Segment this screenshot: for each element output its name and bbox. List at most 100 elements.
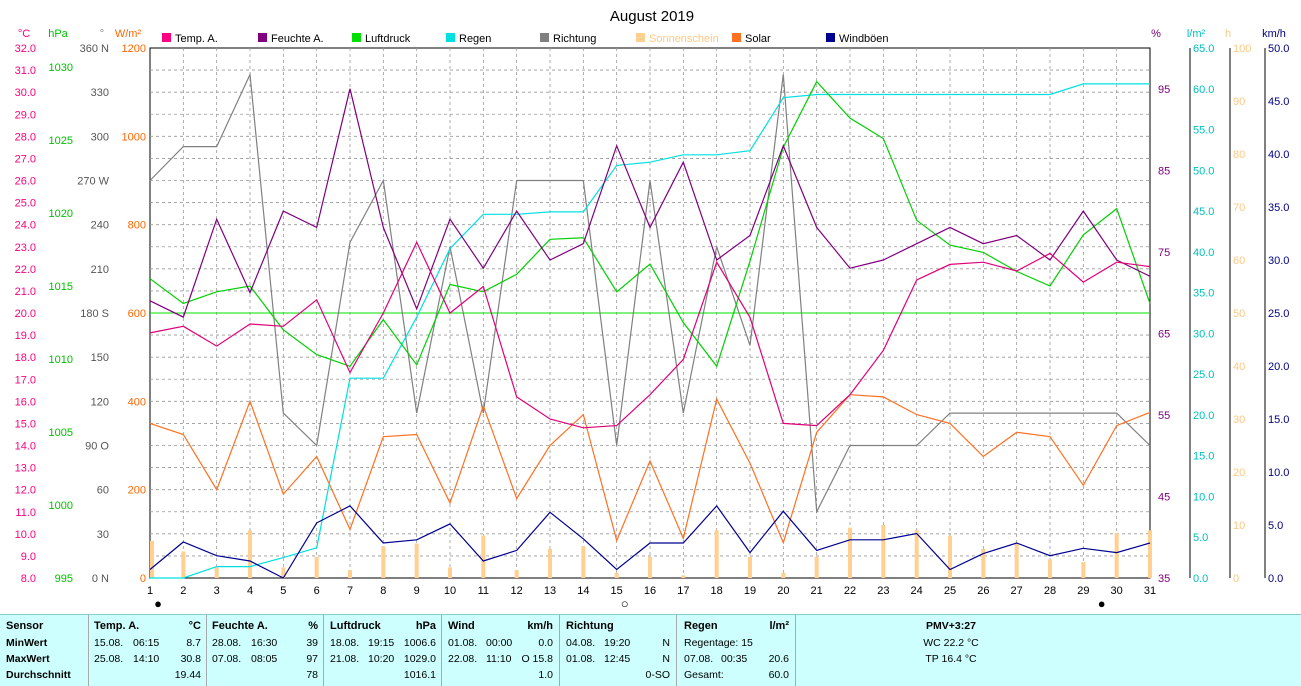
wind-axis-unit: km/h xyxy=(1262,28,1286,40)
sunshine-bar xyxy=(581,546,586,578)
x-tick-label: 1 xyxy=(147,585,153,597)
series-line-regen xyxy=(150,83,1150,579)
humidity-tick-label: 85 xyxy=(1158,165,1170,177)
stats-temp-unit: °C xyxy=(188,620,201,632)
x-tick-label: 11 xyxy=(478,585,489,597)
sunshine-bar xyxy=(214,567,219,578)
x-tick-label: 8 xyxy=(380,585,386,597)
legend-label: Temp. A. xyxy=(175,33,218,45)
sunshine-tick-label: 60 xyxy=(1233,255,1245,267)
direction-tick-label: 330 xyxy=(91,87,109,99)
x-tick-label: 9 xyxy=(414,585,420,597)
sunshine-axis-unit: h xyxy=(1225,28,1231,40)
solar-tick-label: 800 xyxy=(128,220,146,232)
stats-cell: N xyxy=(662,653,670,665)
direction-tick-label: 150 xyxy=(91,352,109,364)
stats-cell: 07.08. xyxy=(212,653,242,665)
sunshine-bar xyxy=(881,525,886,578)
series-line-solar xyxy=(149,394,1151,545)
sunshine-bar xyxy=(381,546,386,578)
stats-pressure-column: Luftdruck hPa 18.08. 19:15 1006.6 21.08.… xyxy=(323,615,441,686)
wind-tick-label: 40.0 xyxy=(1268,149,1289,161)
stats-cell: 15.08. xyxy=(94,637,124,649)
temp-tick-label: 18.0 xyxy=(15,352,36,364)
x-tick-label: 26 xyxy=(977,585,989,597)
temp-tick-label: 11.0 xyxy=(15,507,36,519)
humidity-tick-label: 35 xyxy=(1158,573,1170,585)
pressure-tick-label: 1020 xyxy=(49,208,73,220)
sunshine-tick-label: 80 xyxy=(1233,149,1245,161)
x-tick-label: 22 xyxy=(844,585,856,597)
solar-tick-label: 1000 xyxy=(122,131,146,143)
x-tick-label: 27 xyxy=(1011,585,1023,597)
temp-tick-label: 30.0 xyxy=(15,87,36,99)
temp-tick-label: 15.0 xyxy=(15,418,36,430)
temp-tick-label: 20.0 xyxy=(15,308,36,320)
rain-tick-label: 45.0 xyxy=(1193,206,1214,218)
direction-tick-label: 180 S xyxy=(80,308,109,320)
direction-tick-label: 270 W xyxy=(77,176,109,188)
stats-sensor-header: Sensor xyxy=(6,620,44,632)
direction-tick-label: 210 xyxy=(91,264,109,276)
temp-tick-label: 10.0 xyxy=(15,529,36,541)
legend-label: Solar xyxy=(745,33,771,45)
pressure-tick-label: 1005 xyxy=(49,427,73,439)
x-tick-label: 4 xyxy=(247,585,253,597)
x-tick-label: 31 xyxy=(1144,585,1156,597)
stats-pressure-unit: hPa xyxy=(415,620,436,632)
stats-direction-header: Richtung xyxy=(566,620,614,632)
solar-tick-label: 0 xyxy=(140,573,146,585)
x-tick-label: 19 xyxy=(744,585,756,597)
sunshine-tick-label: 0 xyxy=(1233,573,1239,585)
sunshine-bar xyxy=(1081,562,1086,578)
wind-tick-label: 10.0 xyxy=(1268,467,1289,479)
stats-dewpoint: TP 16.4 °C xyxy=(925,653,977,665)
stats-humidity-column: Feuchte A. % 28.08. 16:30 39 07.08. 08:0… xyxy=(206,615,323,686)
temp-tick-label: 25.0 xyxy=(15,198,36,210)
sunshine-tick-label: 20 xyxy=(1233,467,1245,479)
rain-axis-unit: l/m² xyxy=(1187,28,1206,40)
stats-rain-unit: l/m² xyxy=(769,620,789,632)
wind-tick-label: 50.0 xyxy=(1268,43,1289,55)
wind-tick-label: 15.0 xyxy=(1268,414,1289,426)
stats-cell: Gesamt: xyxy=(684,669,724,681)
stats-sensor-column: Sensor MinWert MaxWert Durchschnitt xyxy=(0,615,88,686)
sunshine-bar xyxy=(348,570,352,578)
x-tick-label: 17 xyxy=(677,585,689,597)
temp-tick-label: 17.0 xyxy=(15,374,36,386)
stats-cell: 01.08. xyxy=(448,637,478,649)
sunshine-bar xyxy=(1014,543,1019,578)
stats-humidity-header: Feuchte A. xyxy=(212,620,268,632)
sunshine-bar xyxy=(1114,532,1119,578)
sunshine-bar xyxy=(848,527,852,578)
stats-cell: 39 xyxy=(306,637,318,649)
x-tick-label: 16 xyxy=(644,585,656,597)
x-tick-label: 21 xyxy=(811,585,823,597)
x-tick-label: 23 xyxy=(877,585,889,597)
x-tick-label: 18 xyxy=(711,585,723,597)
sunshine-tick-label: 50 xyxy=(1233,308,1245,320)
stats-cell: 97 xyxy=(306,653,318,665)
x-tick-label: 15 xyxy=(611,585,623,597)
wind-tick-label: 0.0 xyxy=(1268,573,1283,585)
sunshine-bar xyxy=(981,548,986,578)
sunshine-bar xyxy=(648,556,652,578)
temp-tick-label: 27.0 xyxy=(15,153,36,165)
stats-cell: 10:20 xyxy=(368,653,395,665)
legend-swatch xyxy=(636,33,645,42)
stats-cell: 16:30 xyxy=(251,637,278,649)
direction-tick-label: 60 xyxy=(97,485,109,497)
stats-cell: 28.08. xyxy=(212,637,242,649)
solar-tick-label: 1200 xyxy=(122,43,146,55)
temp-tick-label: 24.0 xyxy=(15,220,36,232)
rain-tick-label: 60.0 xyxy=(1193,84,1214,96)
sunshine-tick-label: 30 xyxy=(1233,414,1245,426)
sunshine-bar xyxy=(548,548,552,578)
rain-tick-label: 10.0 xyxy=(1193,491,1214,503)
temp-tick-label: 9.0 xyxy=(21,551,36,563)
stats-pmv: PMV+3:27 xyxy=(926,620,976,632)
x-tick-label: 29 xyxy=(1077,585,1089,597)
stats-cell: 18.08. xyxy=(330,637,360,649)
stats-windchill: WC 22.2 °C xyxy=(923,637,979,649)
humidity-tick-label: 95 xyxy=(1158,84,1170,96)
